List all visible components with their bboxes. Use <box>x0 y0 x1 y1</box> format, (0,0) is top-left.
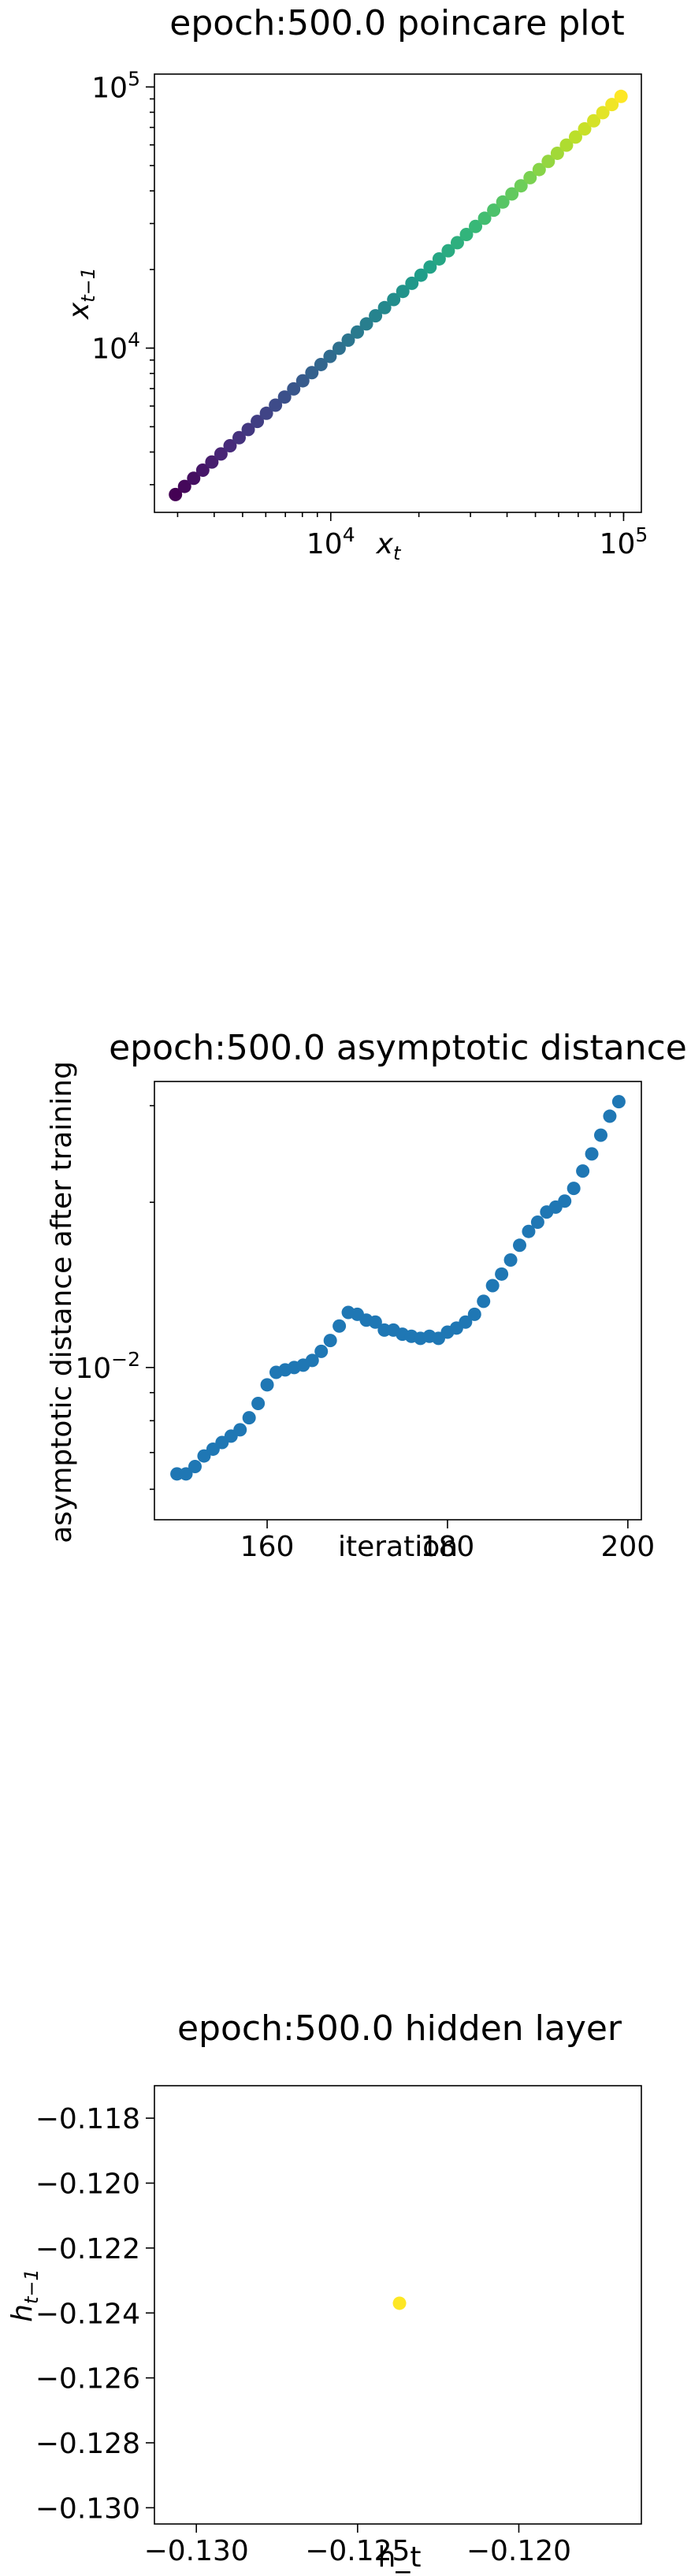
poincare-chart: epoch:500.0 poincare plot 104 105 104105 … <box>0 0 691 599</box>
asymptotic-point <box>603 1110 616 1123</box>
poincare-y-label: xt−1 <box>63 267 99 320</box>
asymptotic-point <box>251 1397 265 1410</box>
hidden-layer-y-label: ht−1 <box>6 2269 43 2322</box>
hidden-layer-x-tick-label: −0.120 <box>466 2535 571 2567</box>
asymptotic-point <box>468 1308 481 1321</box>
poincare-y-tick-label: 104 <box>91 329 140 366</box>
poincare-point <box>615 90 628 103</box>
poincare-x-tick-label: 104 <box>306 523 355 560</box>
poincare-x-tick-label: 105 <box>600 523 648 560</box>
hidden-layer-y-tick-label: −0.124 <box>35 2298 140 2330</box>
poincare-points <box>169 90 627 501</box>
hidden-layer-x-tick-label: −0.130 <box>144 2535 249 2567</box>
asymptotic-point <box>558 1194 571 1208</box>
asymptotic-distance-chart: epoch:500.0 asymptotic distance 160 180 20… <box>0 1017 691 1584</box>
asymptotic-point <box>585 1147 599 1160</box>
asymptotic-point <box>567 1182 581 1195</box>
hidden-layer-y-tick-label: −0.126 <box>35 2363 140 2395</box>
hidden-layer-y-tick-label: −0.130 <box>35 2492 140 2525</box>
poincare-x-label: xt <box>376 528 402 564</box>
poincare-title: epoch:500.0 poincare plot <box>169 3 624 43</box>
asymptotic-point <box>324 1334 337 1347</box>
hidden-layer-x-label: h_t <box>378 2541 422 2574</box>
hidden-layer-point <box>393 2296 407 2310</box>
hidden-layer-x-ticks: −0.130 −0.125 −0.120 <box>144 2524 572 2567</box>
asymptotic-point <box>495 1268 508 1281</box>
hidden-layer-y-tick-label: −0.118 <box>35 2103 140 2135</box>
asymptotic-point <box>576 1164 589 1178</box>
asymptotic-point <box>513 1238 526 1252</box>
hidden-layer-title: epoch:500.0 hidden layer <box>177 2008 622 2049</box>
asymptotic-point <box>233 1423 247 1436</box>
asymptotic-point <box>477 1294 490 1308</box>
asymptotic-points <box>170 1095 626 1480</box>
asymptotic-y-ticks: 10−2 <box>75 1106 154 1490</box>
poincare-x-ticks: 104 105 <box>177 512 648 560</box>
asymptotic-point <box>504 1253 518 1267</box>
asymptotic-point <box>486 1279 500 1292</box>
asymptotic-point <box>594 1129 607 1142</box>
asymptotic-point <box>332 1320 346 1333</box>
poincare-y-tick-label: 105 <box>91 67 140 104</box>
asymptotic-point <box>612 1095 626 1108</box>
asymptotic-point <box>261 1378 274 1391</box>
asymptotic-x-tick-label: 160 <box>240 1531 295 1563</box>
hidden-layer-y-tick-label: −0.128 <box>35 2428 140 2460</box>
hidden-layer-y-tick-label: −0.120 <box>35 2168 140 2201</box>
asymptotic-title: epoch:500.0 asymptotic distance <box>109 1028 687 1068</box>
asymptotic-point <box>188 1460 202 1473</box>
asymptotic-plot-frame <box>154 1081 641 1520</box>
hidden-layer-points <box>393 2296 407 2310</box>
asymptotic-y-tick-label: 10−2 <box>75 1348 140 1385</box>
hidden-layer-y-tick-label: −0.122 <box>35 2233 140 2265</box>
hidden-layer-chart: epoch:500.0 hidden layer −0.130 −0.125 −0.… <box>0 2002 691 2576</box>
asymptotic-point <box>243 1411 256 1424</box>
poincare-y-ticks: 104 105 <box>91 67 154 485</box>
asymptotic-point <box>531 1215 544 1229</box>
hidden-layer-y-ticks: −0.118 −0.120 −0.122 −0.124 −0.126 −0.128 −0.1… <box>35 2103 154 2525</box>
asymptotic-x-tick-label: 200 <box>600 1531 655 1563</box>
asymptotic-point <box>314 1345 328 1358</box>
asymptotic-x-label: iteration <box>338 1531 458 1563</box>
asymptotic-y-label: asymptotic distance after training <box>46 1061 78 1543</box>
